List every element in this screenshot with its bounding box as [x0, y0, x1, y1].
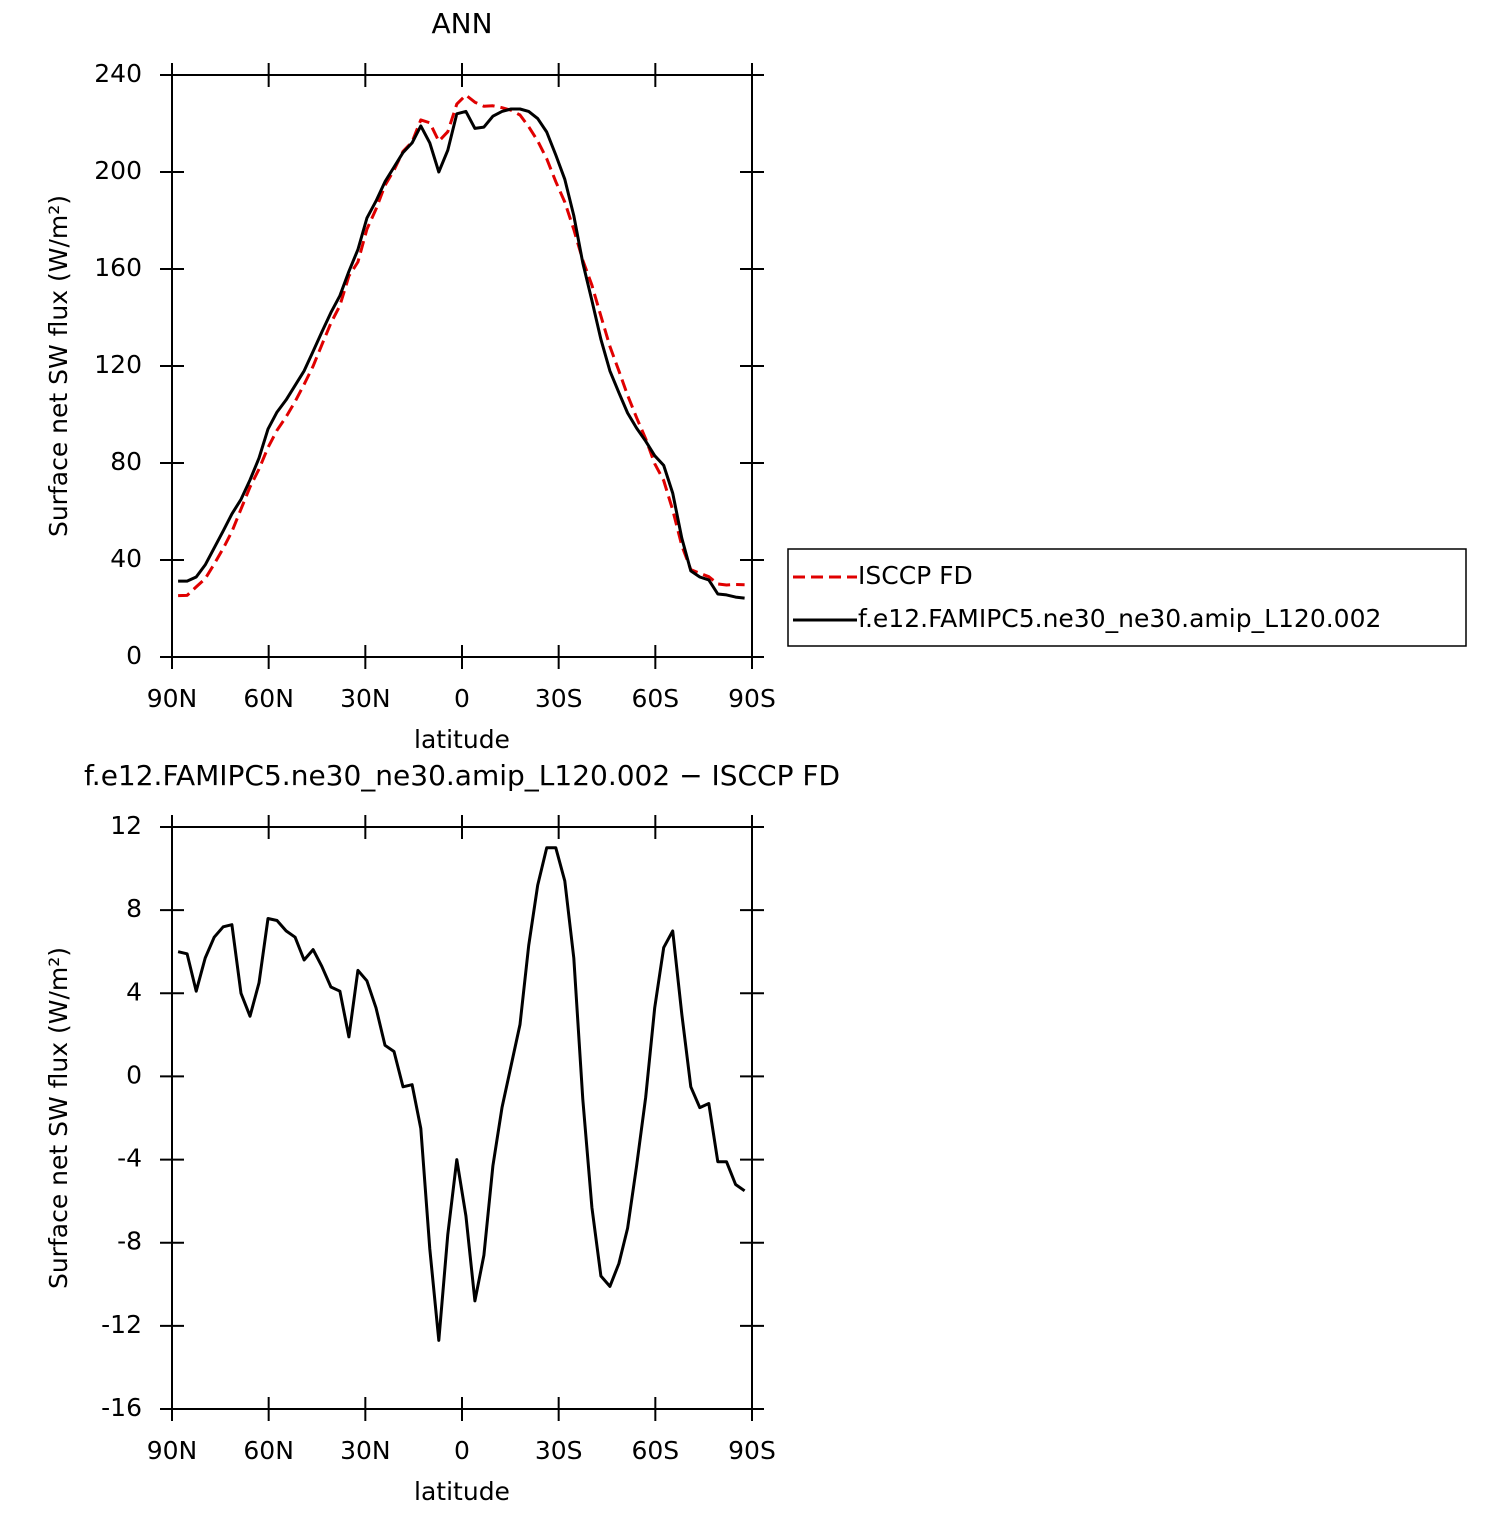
x-tick-label: 30N	[340, 684, 391, 713]
y-tick-label: 0	[126, 641, 142, 670]
y-tick-label: -12	[101, 1310, 142, 1339]
chart-title: f.e12.FAMIPC5.ne30_ne30.amip_L120.002 − …	[84, 759, 840, 792]
y-tick-label: -4	[117, 1144, 142, 1173]
legend-box	[787, 548, 1467, 647]
x-tick-label: 90N	[147, 1436, 198, 1465]
y-axis-label: Surface net SW flux (W/m²)	[44, 195, 73, 537]
x-tick-label: 90S	[728, 1436, 776, 1465]
y-tick-label: 12	[110, 811, 142, 840]
data-line	[178, 93, 745, 598]
y-tick-label: -16	[101, 1393, 142, 1422]
chart-title: ANN	[431, 7, 492, 40]
x-tick-label: 0	[454, 684, 470, 713]
x-axis-label: latitude	[414, 1477, 510, 1506]
data-line	[178, 107, 745, 600]
x-tick-label: 30S	[535, 684, 583, 713]
data-line	[177, 846, 746, 1342]
legend-label: ISCCP FD	[858, 561, 973, 590]
legend-label: f.e12.FAMIPC5.ne30_ne30.amip_L120.002	[858, 604, 1381, 633]
x-tick-label: 30N	[340, 1436, 391, 1465]
y-tick-label: -8	[117, 1227, 142, 1256]
y-tick-label: 40	[110, 544, 142, 573]
x-tick-label: 90N	[147, 684, 198, 713]
x-tick-label: 60N	[243, 684, 294, 713]
plot-frame	[171, 74, 753, 658]
x-tick-label: 30S	[535, 1436, 583, 1465]
y-tick-label: 4	[126, 977, 142, 1006]
x-tick-label: 60N	[243, 1436, 294, 1465]
x-axis-label: latitude	[414, 725, 510, 754]
y-tick-label: 80	[110, 447, 142, 476]
x-tick-label: 0	[454, 1436, 470, 1465]
x-tick-label: 60S	[631, 1436, 679, 1465]
y-tick-label: 120	[94, 350, 142, 379]
y-tick-label: 160	[94, 253, 142, 282]
y-tick-label: 8	[126, 894, 142, 923]
x-tick-label: 90S	[728, 684, 776, 713]
plot-frame	[171, 826, 753, 1410]
x-tick-label: 60S	[631, 684, 679, 713]
y-tick-label: 240	[94, 59, 142, 88]
y-tick-label: 0	[126, 1060, 142, 1089]
y-axis-label: Surface net SW flux (W/m²)	[44, 947, 73, 1289]
y-tick-label: 200	[94, 156, 142, 185]
